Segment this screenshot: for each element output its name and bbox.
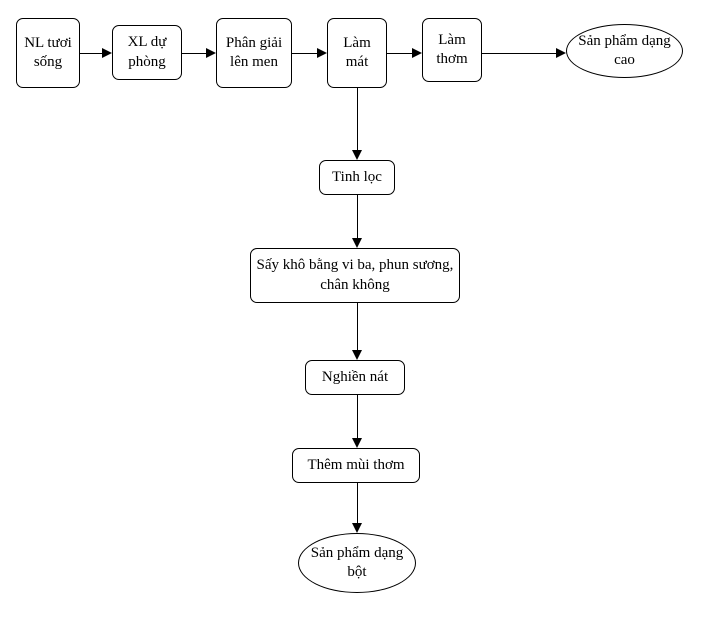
node-label: Sấy khô bằng vi ba, phun sương, chân khô… bbox=[255, 256, 455, 295]
edge-line bbox=[387, 53, 414, 54]
node-say-kho: Sấy khô bằng vi ba, phun sương, chân khô… bbox=[250, 248, 460, 303]
node-san-pham-dang-cao: Sản phẩm dạng cao bbox=[566, 24, 683, 78]
node-xl-du-phong: XL dự phòng bbox=[112, 25, 182, 80]
node-label: Sản phẩm dạng bột bbox=[303, 544, 411, 583]
arrow-head-icon bbox=[556, 48, 566, 58]
node-lam-mat: Làm mát bbox=[327, 18, 387, 88]
edge-line bbox=[182, 53, 208, 54]
node-label: NL tươi sống bbox=[21, 34, 75, 73]
node-label: Phân giải lên men bbox=[221, 34, 287, 73]
arrow-head-icon bbox=[206, 48, 216, 58]
node-label: Làm mát bbox=[332, 34, 382, 73]
edge-line bbox=[292, 53, 319, 54]
edge-line bbox=[357, 195, 358, 240]
edge-line bbox=[357, 303, 358, 352]
node-label: Làm thơm bbox=[427, 31, 477, 70]
node-lam-thom: Làm thơm bbox=[422, 18, 482, 82]
node-nl-tuoi-song: NL tươi sống bbox=[16, 18, 80, 88]
edge-line bbox=[482, 53, 558, 54]
node-tinh-loc: Tinh lọc bbox=[319, 160, 395, 195]
arrow-head-icon bbox=[102, 48, 112, 58]
arrow-head-icon bbox=[412, 48, 422, 58]
arrow-head-icon bbox=[352, 238, 362, 248]
node-phan-giai-len-men: Phân giải lên men bbox=[216, 18, 292, 88]
node-label: Sản phẩm dạng cao bbox=[571, 32, 678, 71]
edge-line bbox=[80, 53, 104, 54]
node-them-mui-thom: Thêm mùi thơm bbox=[292, 448, 420, 483]
edge-line bbox=[357, 483, 358, 525]
arrow-head-icon bbox=[352, 150, 362, 160]
node-label: Tinh lọc bbox=[332, 168, 382, 188]
node-label: Thêm mùi thơm bbox=[307, 456, 404, 476]
edge-line bbox=[357, 88, 358, 152]
node-nghien-nat: Nghiền nát bbox=[305, 360, 405, 395]
arrow-head-icon bbox=[352, 350, 362, 360]
arrow-head-icon bbox=[352, 523, 362, 533]
arrow-head-icon bbox=[317, 48, 327, 58]
node-san-pham-dang-bot: Sản phẩm dạng bột bbox=[298, 533, 416, 593]
node-label: XL dự phòng bbox=[117, 33, 177, 72]
arrow-head-icon bbox=[352, 438, 362, 448]
node-label: Nghiền nát bbox=[322, 368, 388, 388]
edge-line bbox=[357, 395, 358, 440]
